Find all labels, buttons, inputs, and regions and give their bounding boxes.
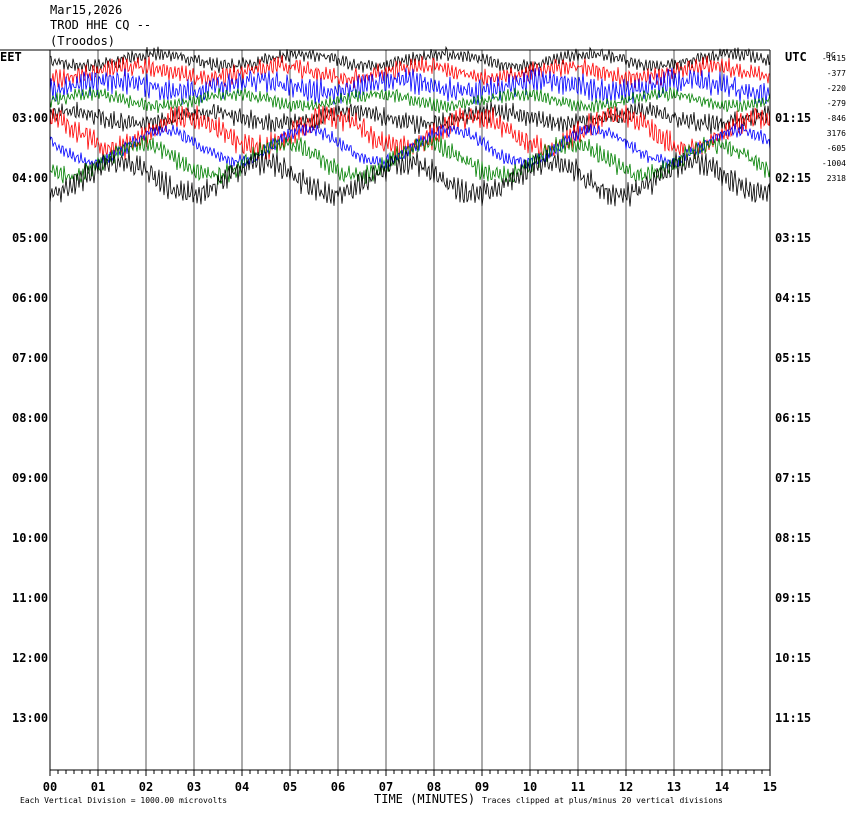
- x-tick-label: 12: [619, 780, 633, 794]
- x-tick-label: 08: [427, 780, 441, 794]
- x-axis-ticks: [49, 770, 771, 776]
- location-label: (Troodos): [50, 34, 116, 48]
- trace-row-6: [49, 104, 771, 161]
- left-hour-label: 04:00: [12, 171, 48, 185]
- left-hour-label: 11:00: [12, 591, 48, 605]
- x-tick-label: 06: [331, 780, 345, 794]
- station-label: TROD HHE CQ --: [50, 18, 152, 32]
- x-axis-title: TIME (MINUTES): [374, 792, 476, 806]
- left-hour-label: 05:00: [12, 231, 48, 245]
- x-tick-label: 04: [235, 780, 249, 794]
- dc-offset-value: -1415: [822, 54, 846, 63]
- right-hour-label: 09:15: [775, 591, 811, 605]
- left-hour-label: 06:00: [12, 291, 48, 305]
- x-tick-label: 03: [187, 780, 201, 794]
- x-tick-label: 11: [571, 780, 585, 794]
- right-hour-label: 05:15: [775, 351, 811, 365]
- minute-gridlines: [97, 50, 723, 770]
- x-tick-label: 09: [475, 780, 489, 794]
- left-hour-label: 07:00: [12, 351, 48, 365]
- left-hour-label: 12:00: [12, 651, 48, 665]
- trace-row-9: [49, 149, 771, 207]
- right-hour-label: 02:15: [775, 171, 811, 185]
- trace-row-3: [49, 67, 771, 105]
- eet-label: EET: [0, 50, 22, 64]
- footer-clip-note: Traces clipped at plus/minus 20 vertical…: [482, 796, 723, 805]
- right-hour-label: 06:15: [775, 411, 811, 425]
- x-tick-label: 13: [667, 780, 681, 794]
- trace-row-7: [49, 123, 771, 170]
- x-tick-label: 07: [379, 780, 393, 794]
- utc-label: UTC: [785, 50, 807, 64]
- right-hour-label: 04:15: [775, 291, 811, 305]
- dc-offset-value: 2318: [827, 174, 846, 183]
- dc-offset-value: -846: [827, 114, 846, 123]
- left-hour-label: 03:00: [12, 111, 48, 125]
- x-tick-label: 10: [523, 780, 537, 794]
- right-hour-label: 03:15: [775, 231, 811, 245]
- dc-offset-value: -220: [827, 84, 846, 93]
- right-hour-label: 07:15: [775, 471, 811, 485]
- dc-offset-value: -1004: [822, 159, 846, 168]
- left-hour-label: 08:00: [12, 411, 48, 425]
- trace-row-2: [50, 55, 770, 89]
- right-hour-label: 01:15: [775, 111, 811, 125]
- dc-offset-value: 3176: [827, 129, 846, 138]
- trace-row-4: [49, 86, 771, 114]
- x-tick-label: 14: [715, 780, 729, 794]
- left-hour-label: 09:00: [12, 471, 48, 485]
- dc-offset-value: -377: [827, 69, 846, 78]
- dc-offset-value: -605: [827, 144, 846, 153]
- x-tick-label: 02: [139, 780, 153, 794]
- trace-row-1: [49, 45, 771, 74]
- date-label: Mar15,2026: [50, 3, 123, 17]
- left-hour-label: 13:00: [12, 711, 48, 725]
- dc-offset-value: -279: [827, 99, 846, 108]
- x-tick-label: 00: [43, 780, 57, 794]
- plot-frame: [0, 49, 771, 771]
- x-tick-label: 15: [763, 780, 777, 794]
- right-hour-label: 10:15: [775, 651, 811, 665]
- dc-label: DC: [826, 51, 836, 60]
- axis-labels: 00 01 02 03 04 05 06 07 08 09 10 11 12 13 14 15 EET UTC DC…: [0, 50, 846, 794]
- x-tick-label: 05: [283, 780, 297, 794]
- right-hour-label: 08:15: [775, 531, 811, 545]
- x-tick-label: 01: [91, 780, 105, 794]
- footer-scale-note: Each Vertical Division = 1000.00 microvo…: [20, 796, 228, 805]
- left-hour-label: 10:00: [12, 531, 48, 545]
- seismic-traces: [49, 45, 771, 207]
- right-hour-label: 11:15: [775, 711, 811, 725]
